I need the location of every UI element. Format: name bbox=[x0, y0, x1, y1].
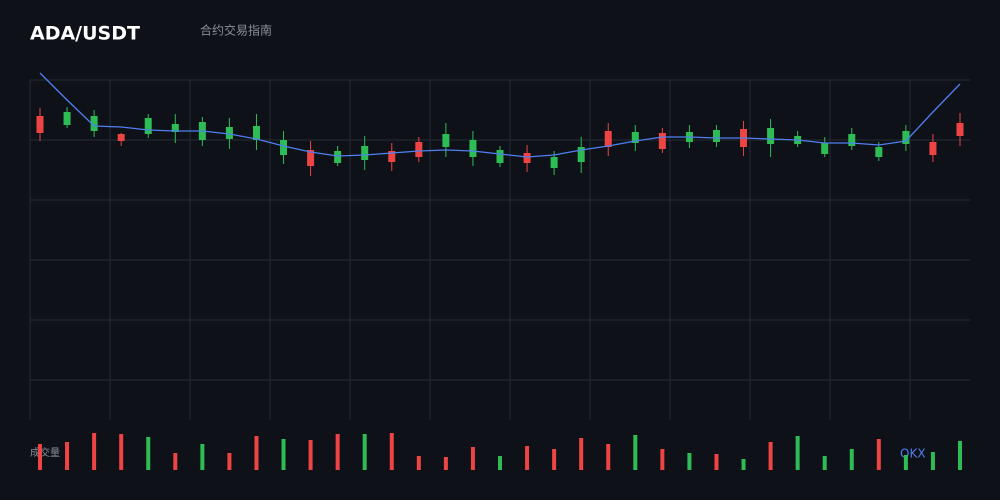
volume-bar bbox=[227, 453, 232, 470]
candle-body bbox=[469, 140, 477, 157]
volume-bar bbox=[443, 457, 448, 470]
candle-body bbox=[117, 134, 125, 141]
candle-body bbox=[767, 128, 775, 144]
volume-bar bbox=[579, 438, 584, 470]
volume-bar bbox=[281, 439, 286, 470]
volume-bar bbox=[822, 456, 827, 470]
candle-body bbox=[577, 147, 585, 162]
candle-body bbox=[90, 116, 98, 131]
volume-bar bbox=[849, 449, 854, 470]
volume-bar bbox=[876, 439, 881, 470]
volume-bar bbox=[308, 440, 313, 470]
volume-bar bbox=[903, 455, 908, 470]
candle-body bbox=[956, 123, 964, 136]
candle-body bbox=[36, 116, 44, 133]
volume-bar bbox=[389, 433, 394, 470]
candle-body bbox=[604, 131, 612, 147]
candle-body bbox=[144, 118, 152, 134]
volume-bar bbox=[173, 453, 178, 470]
volume-label: 成交量 bbox=[30, 446, 60, 459]
volume-bar bbox=[65, 442, 70, 470]
candle-body bbox=[63, 112, 71, 125]
volume-bar bbox=[416, 456, 421, 470]
volume-bar bbox=[498, 456, 502, 470]
volume-bar bbox=[525, 446, 530, 470]
candle-body bbox=[307, 150, 315, 166]
volume-bar bbox=[795, 436, 800, 470]
volume-bar bbox=[92, 433, 97, 470]
candle-body bbox=[442, 134, 450, 147]
candle-body bbox=[658, 133, 666, 149]
candle-body bbox=[550, 157, 558, 168]
volume-bar bbox=[714, 454, 719, 470]
volume-bar bbox=[335, 434, 340, 470]
candle-body bbox=[523, 153, 531, 163]
brand: OKX bbox=[900, 447, 926, 461]
candle-body bbox=[171, 124, 179, 132]
volume-bar bbox=[633, 435, 638, 470]
volume-bar bbox=[119, 434, 124, 470]
candle-body bbox=[388, 151, 396, 162]
volume-bar bbox=[606, 444, 611, 470]
ma-line bbox=[39, 72, 961, 158]
volume-bar bbox=[741, 459, 746, 470]
volume-bar bbox=[254, 436, 259, 470]
volume-bar bbox=[660, 449, 665, 470]
candle-body bbox=[631, 132, 639, 143]
volume-bar bbox=[146, 437, 151, 470]
chart-title: ADA/USDT bbox=[30, 23, 140, 45]
candle-body bbox=[712, 130, 720, 142]
volume-bar bbox=[958, 441, 962, 470]
volume-bar bbox=[930, 452, 935, 470]
candle-body bbox=[334, 151, 342, 163]
candle-body bbox=[252, 126, 260, 140]
candle-body bbox=[225, 127, 233, 139]
candle-body bbox=[361, 146, 369, 160]
candle-body bbox=[280, 140, 288, 155]
volume-bar bbox=[552, 449, 557, 470]
volume-bar bbox=[768, 442, 773, 470]
subtitle-link[interactable]: 合约交易指南 bbox=[200, 23, 272, 38]
candle-body bbox=[875, 147, 883, 157]
volume-bar bbox=[362, 434, 367, 470]
candle-body bbox=[415, 142, 423, 157]
candle-body bbox=[821, 143, 829, 154]
candle-body bbox=[929, 142, 937, 155]
candle-body bbox=[902, 131, 910, 144]
volume-bar bbox=[38, 444, 42, 470]
candle-body bbox=[848, 134, 856, 146]
volume-bar bbox=[200, 444, 205, 470]
volume-bar bbox=[687, 453, 692, 470]
volume-bar bbox=[470, 447, 475, 470]
candle-body bbox=[496, 150, 504, 163]
